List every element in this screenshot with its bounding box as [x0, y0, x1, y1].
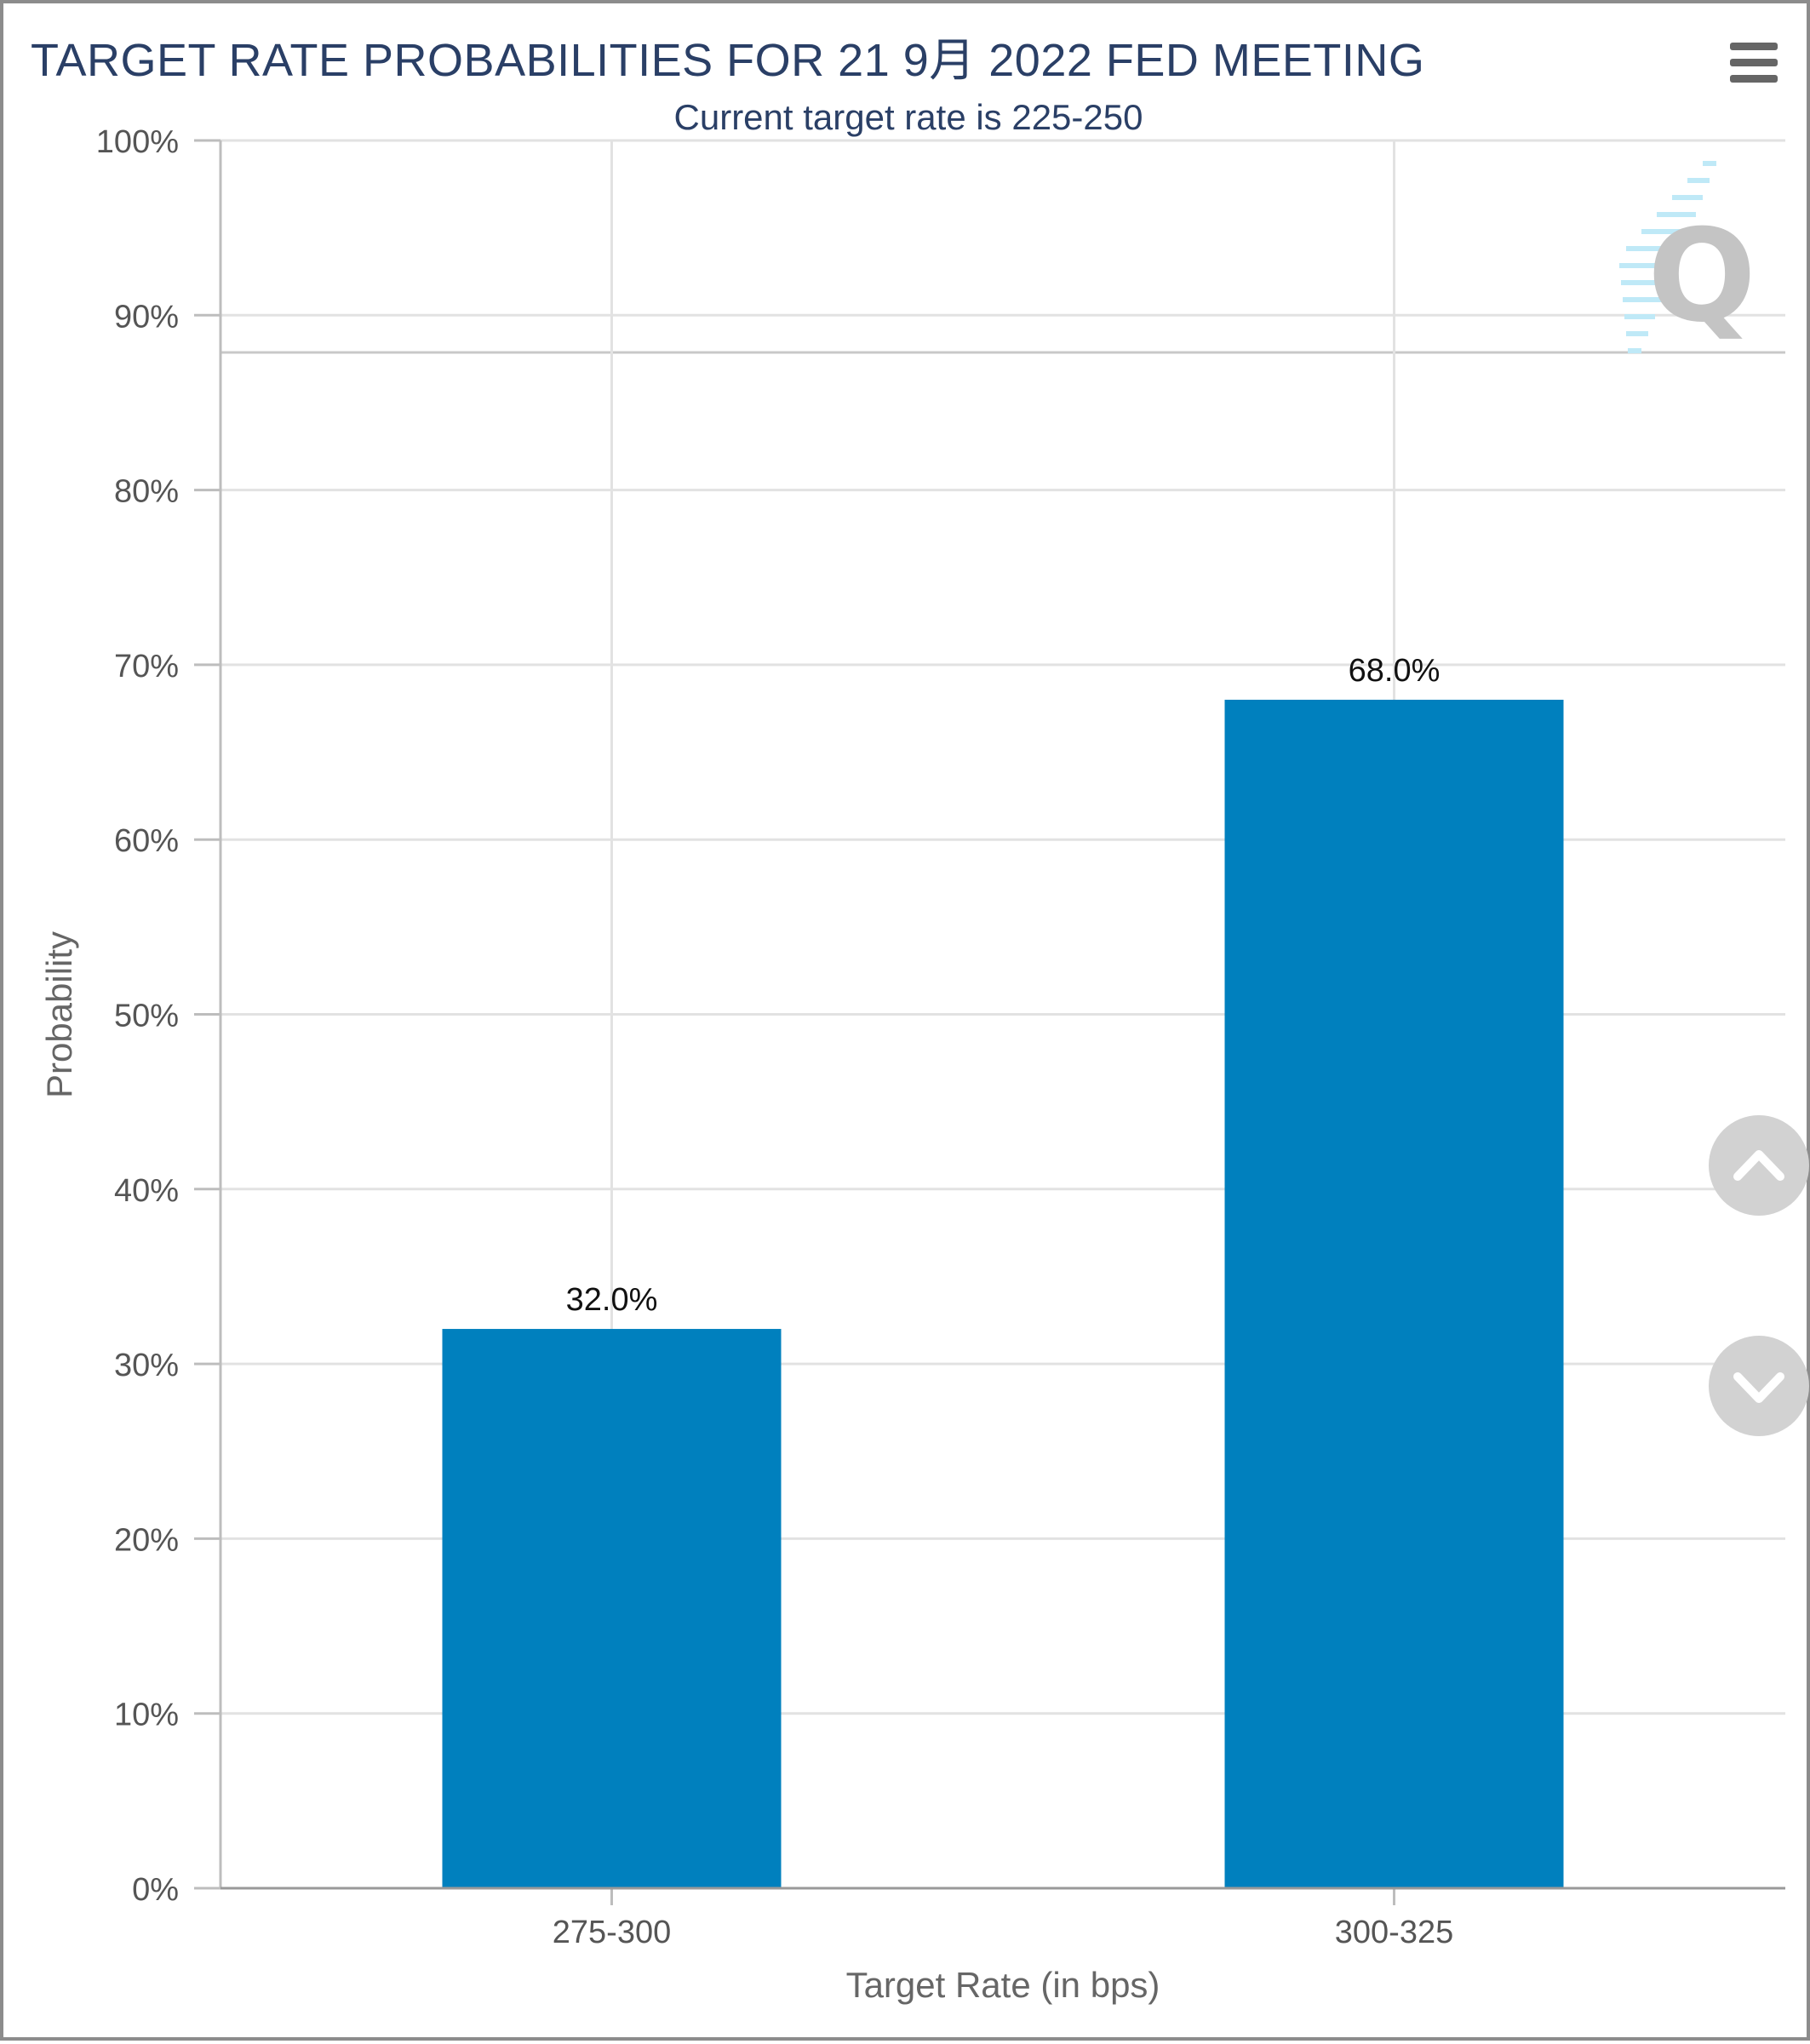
y-tick-label: 80% — [114, 474, 179, 510]
y-tick-label: 0% — [132, 1872, 179, 1908]
watermark-logo: Q — [1619, 161, 1756, 353]
y-tick-label: 40% — [114, 1173, 179, 1209]
x-tick-label: 275-300 — [553, 1915, 671, 1950]
data-label: 68.0% — [1349, 653, 1441, 689]
y-tick-label: 100% — [96, 124, 179, 160]
bar-300-325 — [1224, 699, 1564, 1889]
bar-chart: Q 32.0% 68.0% 0% 10% 20% 30% 40% 50% 60% 70% 80% 9… — [39, 124, 1785, 2005]
chevron-down-icon — [1733, 1372, 1784, 1403]
watermark-q-icon: Q — [1647, 203, 1756, 351]
x-tick-label: 300-325 — [1335, 1915, 1453, 1950]
y-tick-label: 20% — [114, 1522, 179, 1558]
data-labels: 32.0% 68.0% — [566, 653, 1441, 1318]
y-axis-title: Probability — [39, 931, 79, 1098]
y-tick-label: 70% — [114, 649, 179, 684]
y-tick-label: 30% — [114, 1348, 179, 1383]
bars — [442, 699, 1564, 1889]
chevron-up-icon — [1733, 1150, 1784, 1181]
data-label: 32.0% — [566, 1282, 658, 1318]
chart-title: TARGET RATE PROBABILITIES FOR 21 9月 2022… — [31, 35, 1425, 86]
chart-subtitle: Current target rate is 225-250 — [673, 97, 1143, 137]
bar-275-300 — [442, 1329, 782, 1888]
y-tick-label: 90% — [114, 299, 179, 335]
axes: 0% 10% 20% 30% 40% 50% 60% 70% 80% 90% 100% 275-300… — [39, 124, 1785, 2005]
y-tick-label: 60% — [114, 823, 179, 859]
y-tick-label: 50% — [114, 999, 179, 1034]
scroll-down-button[interactable] — [1709, 1336, 1809, 1436]
y-tick-label: 10% — [114, 1698, 179, 1733]
scroll-up-button[interactable] — [1709, 1115, 1809, 1216]
x-axis-title: Target Rate (in bps) — [846, 1965, 1160, 2005]
hamburger-menu-icon[interactable] — [1723, 39, 1784, 89]
